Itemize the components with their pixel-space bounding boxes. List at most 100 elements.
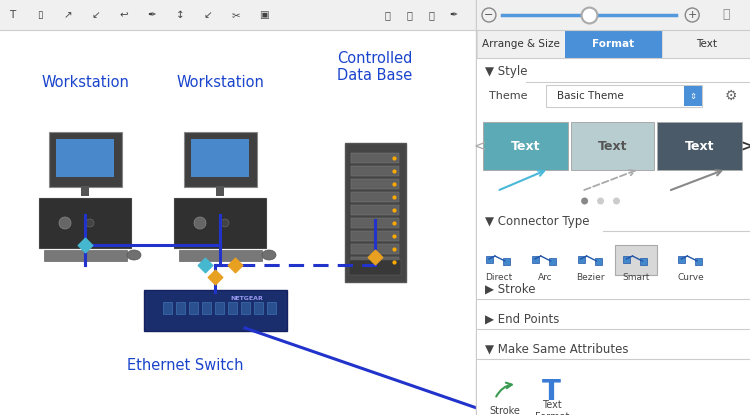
Text: 🔍: 🔍 [384,10,390,20]
Text: Workstation: Workstation [176,75,264,90]
FancyBboxPatch shape [49,132,122,188]
Point [388,259,400,265]
Bar [267,302,276,314]
Point [583,12,595,18]
Bar [0,0,477,30]
Bar [351,244,399,254]
Bar [176,302,185,314]
Text: Curve: Curve [678,273,704,282]
Text: T: T [542,378,561,406]
Ellipse shape [194,217,206,229]
Point [209,273,221,280]
Text: ⚙: ⚙ [724,89,737,103]
FancyBboxPatch shape [174,198,266,248]
Ellipse shape [221,219,229,227]
Text: ↕: ↕ [176,10,184,20]
Bar [684,86,702,106]
Ellipse shape [581,198,588,205]
Text: Ethernet Switch: Ethernet Switch [127,358,243,373]
Bar [189,302,198,314]
Point [388,233,400,239]
Point [388,155,400,161]
Bar [351,166,399,176]
Bar [595,258,602,265]
Bar [216,186,224,196]
Bar [503,258,510,265]
Ellipse shape [86,219,94,227]
Bar [228,302,237,314]
Bar [695,258,702,265]
Text: ▼ Make Same Attributes: ▼ Make Same Attributes [485,342,628,356]
Text: −: − [484,10,494,20]
Point [369,254,381,260]
FancyBboxPatch shape [184,132,256,188]
Bar [678,256,686,263]
Text: ↩: ↩ [120,10,128,20]
Text: ↙: ↙ [203,10,212,20]
Ellipse shape [613,198,620,205]
FancyBboxPatch shape [178,249,262,261]
Bar [578,256,584,263]
FancyBboxPatch shape [657,122,742,171]
Bar [254,302,263,314]
Text: Theme: Theme [489,91,527,101]
FancyBboxPatch shape [484,122,568,171]
Text: T: T [9,10,15,20]
Bar [477,30,565,58]
Bar [163,302,172,314]
Text: Arc: Arc [538,273,552,282]
FancyBboxPatch shape [616,245,657,275]
Text: 🖌: 🖌 [722,8,730,22]
Ellipse shape [597,198,604,205]
Text: Text
Format: Text Format [535,400,569,415]
Point [388,168,400,174]
Bar [202,302,211,314]
Bar [662,30,750,58]
Text: +: + [688,10,697,20]
Bar [215,302,224,314]
Text: Direct: Direct [485,273,512,282]
FancyBboxPatch shape [143,290,286,330]
Bar [241,302,250,314]
Text: ↙: ↙ [92,10,100,20]
Point [388,246,400,252]
Text: NETGEAR: NETGEAR [230,295,263,300]
Text: Smart: Smart [622,273,650,282]
Text: ▶ Stroke: ▶ Stroke [485,283,536,295]
Text: Text: Text [598,140,627,153]
FancyBboxPatch shape [546,85,702,107]
Text: ▯: ▯ [37,10,43,20]
Text: ⇕: ⇕ [690,91,697,100]
Bar [191,139,249,177]
Text: ✂: ✂ [232,10,240,20]
FancyBboxPatch shape [44,249,127,261]
Point [388,194,400,200]
Bar [351,153,399,163]
Text: Controlled
Data Base: Controlled Data Base [338,51,412,83]
Text: Text: Text [511,140,541,153]
Point [199,262,211,269]
Ellipse shape [262,250,276,260]
Bar [565,30,662,58]
Bar [486,256,493,263]
Point [79,242,91,248]
Text: Text: Text [685,140,714,153]
Bar [532,256,538,263]
Point [388,181,400,187]
Bar [351,179,399,189]
Bar [351,257,399,267]
Text: >: > [741,139,750,154]
Point [388,220,400,226]
Text: Text: Text [696,39,717,49]
FancyBboxPatch shape [344,144,406,281]
Text: Arrange & Size: Arrange & Size [482,39,560,49]
Bar [351,231,399,241]
Text: Bezier: Bezier [576,273,604,282]
Text: ✋: ✋ [406,10,412,20]
Bar [351,192,399,202]
Text: Format: Format [592,39,634,49]
Bar [351,218,399,228]
Text: ✒: ✒ [449,10,457,20]
Text: Workstation: Workstation [41,75,129,90]
Ellipse shape [127,250,141,260]
